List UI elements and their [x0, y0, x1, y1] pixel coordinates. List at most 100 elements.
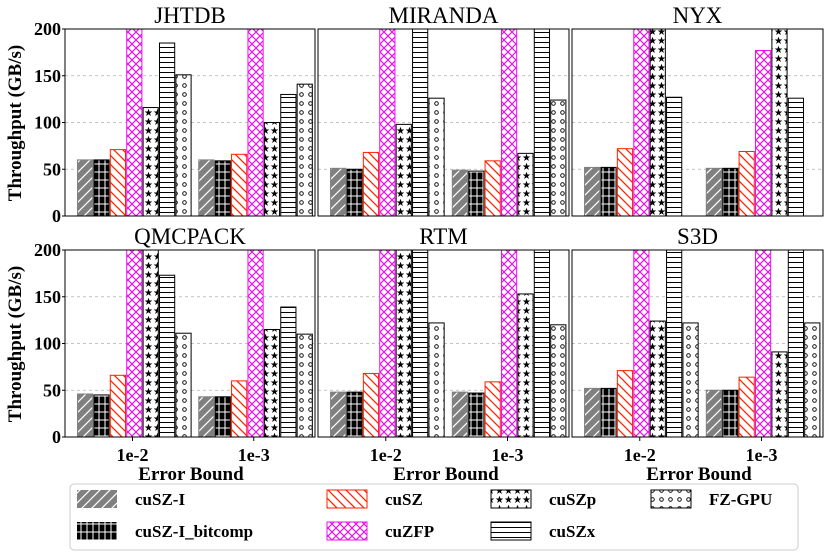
bar-rtm-cuszx-1e-2 — [412, 250, 429, 437]
bar-qmcpack-cuzfp-1e-2 — [126, 250, 143, 437]
bars-qmcpack — [77, 250, 313, 437]
bar-nyx-cuszp-1e-2 — [649, 29, 666, 216]
panel-title-qmcpack: QMCPACK — [134, 224, 246, 249]
bar-nyx-cusz-i-bitcomp-1e-3 — [722, 167, 739, 216]
legend-item-cusz: cuSZ — [326, 489, 423, 509]
bar-nyx-cusz-1e-3 — [738, 150, 755, 216]
legend-label-cusz: cuSZ — [385, 490, 423, 509]
legend-swatch-cuszp — [490, 489, 532, 509]
bar-miranda-cuszx-1e-3 — [533, 29, 550, 216]
bar-s3d-cuszx-1e-3 — [787, 250, 804, 437]
panel-qmcpack: QMCPACK 0 50 100 150 200 1e-2 1e-3 — [34, 224, 316, 465]
panel-s3d: S3D 1e-2 1e-3 — [571, 224, 824, 465]
bar-jhtdb-cuzfp-1e-2 — [126, 29, 143, 216]
legend-frame — [69, 483, 799, 551]
y-axis-label-bottom: Throughput (GB/s) — [5, 266, 26, 422]
bar-rtm-cusz-1e-2 — [362, 372, 380, 437]
legend-swatch-cusz — [326, 489, 368, 509]
legend-label-cusz-i-bitcomp: cuSZ-I_bitcomp — [135, 522, 253, 541]
bar-s3d-cuzfp-1e-2 — [633, 250, 650, 437]
y-tick-label-jhtdb-150: 150 — [34, 66, 61, 86]
bar-s3d-fz-gpu-1e-2 — [682, 322, 699, 437]
bar-qmcpack-fz-gpu-1e-2 — [175, 332, 192, 437]
bar-s3d-cuszp-1e-3 — [771, 351, 788, 437]
legend-swatch-cuzfp — [326, 521, 368, 541]
bar-miranda-cuzfp-1e-3 — [500, 29, 518, 216]
bar-rtm-cusz-i-1e-2 — [330, 391, 347, 437]
bar-qmcpack-cuszp-1e-3 — [263, 328, 281, 437]
legend: cuSZ-I cuSZ-I_bitcomp cuSZ cuZFP cuSZp c… — [69, 483, 799, 551]
bar-qmcpack-cusz-i-1e-2 — [77, 393, 94, 437]
y-tick-label-qmcpack-150: 150 — [34, 287, 61, 307]
bar-miranda-cusz-1e-3 — [484, 160, 501, 216]
bars-nyx — [584, 29, 804, 216]
x-tick-label-s3d-1e-3: 1e-3 — [746, 445, 778, 465]
bars-rtm — [330, 250, 567, 437]
bar-s3d-cusz-1e-2 — [616, 370, 634, 437]
y-tick-label-jhtdb-200: 200 — [34, 19, 61, 39]
x-axis-label-1: Error Bound — [138, 464, 244, 485]
bar-miranda-fz-gpu-1e-2 — [428, 97, 445, 216]
legend-item-fz-gpu: FZ-GPU — [650, 489, 772, 509]
panel-title-rtm: RTM — [419, 224, 467, 249]
bar-nyx-cuzfp-1e-3 — [754, 50, 772, 216]
legend-label-cusz-i: cuSZ-I — [135, 490, 185, 509]
bar-qmcpack-cuszx-1e-2 — [159, 274, 176, 437]
bar-qmcpack-cusz-1e-3 — [231, 380, 248, 437]
bar-nyx-cuszx-1e-3 — [787, 97, 804, 216]
bar-jhtdb-cuszx-1e-3 — [280, 93, 297, 216]
bar-s3d-cusz-i-1e-2 — [584, 387, 601, 437]
bar-s3d-cuszx-1e-2 — [666, 250, 683, 437]
bar-qmcpack-cusz-i-1e-3 — [198, 396, 215, 437]
legend-label-cuzfp: cuZFP — [385, 522, 434, 541]
bar-nyx-cusz-1e-2 — [616, 148, 634, 216]
legend-item-cusz-i: cuSZ-I — [77, 490, 185, 509]
bar-jhtdb-fz-gpu-1e-3 — [296, 83, 313, 216]
legend-swatch-cusz-i-bitcomp — [77, 522, 117, 540]
bar-jhtdb-cusz-i-bitcomp-1e-3 — [214, 160, 231, 216]
legend-label-cuszp: cuSZp — [549, 490, 596, 509]
legend-item-cuzfp: cuZFP — [326, 521, 434, 541]
bar-miranda-cuszx-1e-2 — [412, 29, 429, 216]
x-axis-label-3: Error Bound — [646, 464, 752, 485]
bar-s3d-cusz-i-1e-3 — [705, 389, 722, 437]
bar-nyx-cuszp-1e-3 — [771, 29, 788, 216]
bar-miranda-cusz-1e-2 — [362, 151, 380, 216]
bars-miranda — [330, 29, 567, 216]
panel-title-nyx: NYX — [673, 3, 723, 28]
panel-jhtdb: JHTDB 0 50 100 150 200 — [34, 3, 316, 226]
bar-rtm-cuszp-1e-3 — [517, 293, 534, 437]
bar-qmcpack-cusz-1e-2 — [109, 374, 127, 437]
x-tick-label-s3d-1e-2: 1e-2 — [624, 445, 656, 465]
bar-rtm-cuszp-1e-2 — [395, 250, 412, 437]
bar-rtm-cusz-i-bitcomp-1e-2 — [346, 391, 363, 437]
bar-jhtdb-cusz-i-1e-2 — [77, 159, 94, 216]
legend-label-fz-gpu: FZ-GPU — [709, 490, 772, 509]
legend-item-cuszp: cuSZp — [490, 489, 596, 509]
bar-s3d-cusz-1e-3 — [738, 376, 755, 437]
bar-nyx-cuszx-1e-2 — [666, 96, 683, 216]
panel-miranda: MIRANDA — [317, 3, 570, 217]
bar-miranda-cuszp-1e-2 — [395, 123, 412, 216]
bar-nyx-cuzfp-1e-2 — [633, 29, 650, 216]
bar-jhtdb-cuszx-1e-2 — [159, 42, 176, 216]
bar-miranda-cusz-i-1e-2 — [330, 167, 347, 216]
bar-jhtdb-cuzfp-1e-3 — [247, 29, 264, 216]
bar-miranda-cusz-i-bitcomp-1e-3 — [468, 170, 485, 216]
x-tick-label-qmcpack-1e-3: 1e-3 — [238, 445, 270, 465]
bars-s3d — [584, 250, 821, 437]
bar-rtm-cusz-i-bitcomp-1e-3 — [468, 392, 485, 437]
bar-qmcpack-cusz-i-bitcomp-1e-2 — [93, 394, 110, 437]
y-tick-label-qmcpack-50: 50 — [43, 380, 61, 400]
bar-miranda-cusz-i-bitcomp-1e-2 — [346, 168, 363, 216]
bar-qmcpack-cuzfp-1e-3 — [247, 250, 264, 437]
y-tick-label-qmcpack-0: 0 — [52, 427, 61, 447]
legend-item-cuszx: cuSZx — [490, 521, 596, 541]
panel-nyx: NYX — [571, 3, 824, 217]
x-tick-label-qmcpack-1e-2: 1e-2 — [117, 445, 149, 465]
bar-qmcpack-cusz-i-bitcomp-1e-3 — [214, 396, 231, 437]
y-tick-label-jhtdb-0: 0 — [52, 206, 61, 226]
y-tick-label-jhtdb-50: 50 — [43, 159, 61, 179]
bar-jhtdb-fz-gpu-1e-2 — [175, 74, 192, 216]
bar-jhtdb-cusz-1e-3 — [231, 153, 248, 216]
